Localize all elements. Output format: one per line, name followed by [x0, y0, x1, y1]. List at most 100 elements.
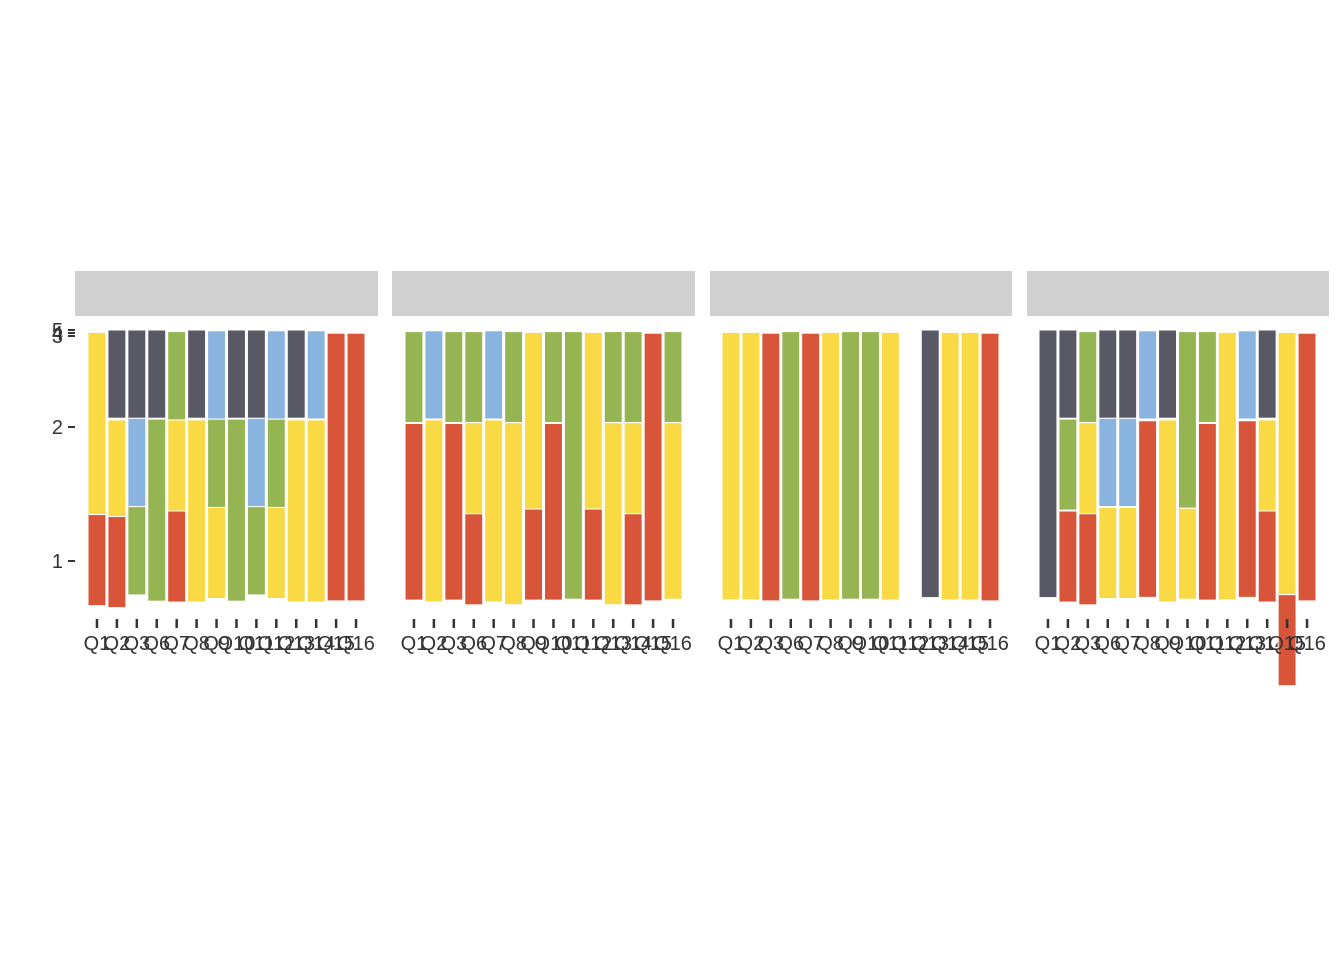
bar-segment [464, 331, 484, 424]
bar-segment [623, 513, 643, 606]
facet-strip-2 [392, 271, 695, 316]
bar-segment [1078, 331, 1098, 424]
x-tick-label: Q2 [1055, 633, 1082, 655]
bar-segment [346, 332, 366, 602]
bar-segment [1217, 331, 1237, 601]
bar-segment [721, 599, 741, 602]
bar-segment [266, 418, 286, 508]
x-tick-label: Q1 [1035, 633, 1062, 655]
bar-segment [187, 419, 207, 603]
bar-segment [1118, 506, 1138, 600]
y-tick-label: 3 [52, 326, 63, 348]
bar-segment [286, 419, 306, 603]
x-tick-label: Q12 [257, 633, 295, 655]
bar-segment [940, 599, 960, 602]
x-tick-label: Q2 [738, 633, 765, 655]
bar-segment [821, 599, 841, 602]
bar-segment [761, 332, 781, 602]
bar-segment [227, 601, 246, 604]
bar-segment [1217, 599, 1237, 602]
bar-segment [1277, 594, 1297, 687]
bar-segment [781, 331, 801, 600]
bar-segment [167, 510, 187, 603]
bar-segment [246, 595, 266, 598]
y-tick-label: 5 [52, 320, 63, 342]
bar-segment [940, 331, 960, 601]
x-tick-label: Q2 [421, 633, 448, 655]
bar-segment [207, 598, 227, 600]
x-tick-label: Q15 [317, 633, 355, 655]
x-tick-label: Q9 [203, 633, 230, 655]
bar-segment [266, 330, 286, 420]
x-tick-label: Q6 [460, 633, 487, 655]
bar-segment [1118, 417, 1138, 508]
x-tick-label: Q1 [84, 633, 111, 655]
bar-segment [484, 419, 504, 603]
bar-segment [306, 419, 326, 603]
bar-segment [1178, 507, 1197, 600]
bar-segment [1257, 510, 1277, 603]
facet-strip-1 [75, 271, 378, 316]
x-tick-label: Q12 [891, 633, 929, 655]
bar-segment [900, 332, 920, 335]
bar-segment [1257, 329, 1277, 419]
bar-segment [107, 516, 127, 609]
x-tick-label: Q7 [1114, 633, 1141, 655]
bar-segment [207, 506, 227, 600]
bar-segment [147, 418, 167, 602]
bar-segment [306, 601, 326, 604]
x-tick-label: Q10 [852, 633, 890, 655]
bar-segment [1237, 330, 1257, 420]
bar-segment [920, 599, 940, 602]
bar-segment [444, 331, 464, 424]
bar-segment [583, 508, 603, 601]
facet-strip-3 [710, 271, 1012, 316]
bar-segment [1058, 418, 1078, 511]
bar-segment [980, 332, 1000, 602]
bar-segment [326, 332, 346, 602]
bar-segment [207, 330, 227, 420]
bar-segment [801, 332, 821, 602]
x-tick-label: Q7 [163, 633, 190, 655]
bar-segment [623, 331, 643, 424]
bar-segment [464, 513, 484, 606]
bar-segment [603, 422, 623, 606]
bar-segment [1078, 513, 1098, 606]
x-tick-label: Q1 [718, 633, 745, 655]
bar-segment [563, 331, 583, 600]
bar-segment [147, 329, 167, 419]
x-tick-label: Q13 [911, 633, 949, 655]
x-tick-label: Q3 [123, 633, 150, 655]
facet-strip-4 [1027, 271, 1329, 316]
bar-segment [880, 331, 900, 601]
bar-segment [603, 331, 623, 424]
y-tick-label: 2 [52, 417, 63, 439]
bar-segment [87, 331, 107, 516]
bar-segment [107, 329, 127, 419]
bar-segment [920, 329, 940, 599]
bar-segment [404, 331, 424, 424]
bar-segment [1138, 420, 1158, 598]
bar-segment [504, 604, 524, 607]
bar-segment [1178, 331, 1197, 509]
bar-segment [1297, 332, 1317, 602]
bar-segment [246, 506, 266, 596]
x-tick-label: Q2 [104, 633, 131, 655]
x-tick-label: Q15 [1268, 633, 1306, 655]
bar-segment [147, 601, 167, 604]
bar-segment [583, 331, 603, 510]
bar-segment [781, 599, 801, 602]
bar-segment [227, 418, 246, 602]
bar-segment [504, 331, 524, 424]
x-tick-label: Q6 [1094, 633, 1121, 655]
bar-segment [187, 601, 207, 604]
bar-segment [266, 506, 286, 600]
bar-segment [960, 331, 980, 601]
bar-segment [227, 329, 246, 419]
bar-segment [127, 506, 147, 596]
x-tick-label: Q15 [634, 633, 672, 655]
bar-segment [741, 599, 761, 602]
bar-segment [127, 595, 147, 598]
bar-segment [167, 331, 187, 421]
